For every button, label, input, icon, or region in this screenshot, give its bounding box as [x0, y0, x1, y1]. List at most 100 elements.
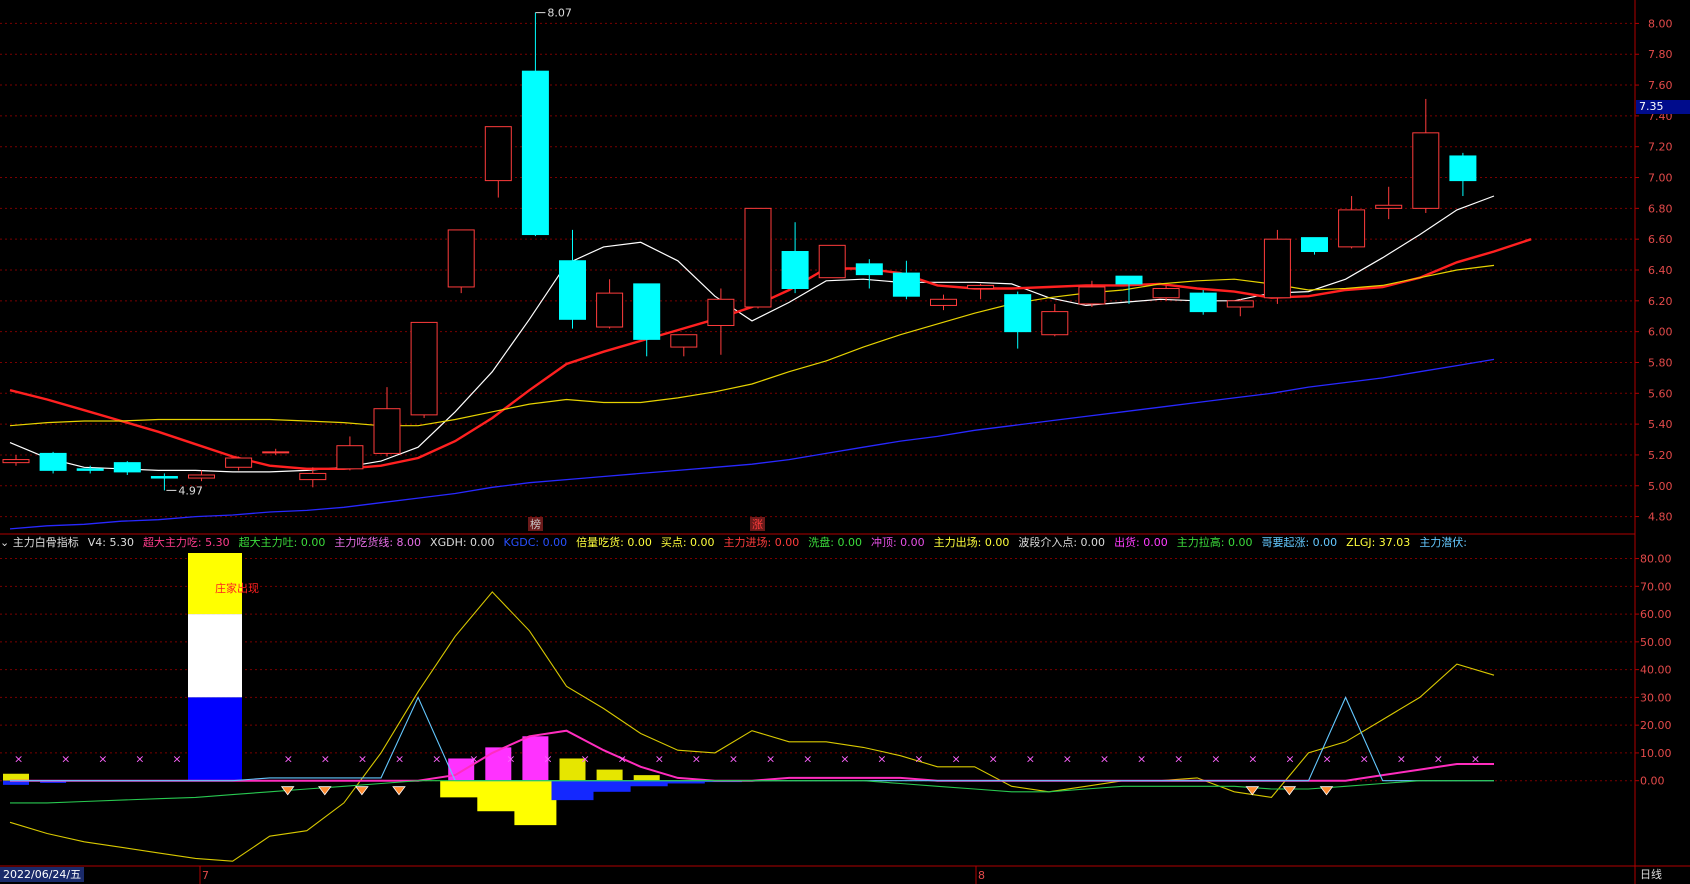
indicator-tick-label: 0.00 — [1640, 775, 1665, 788]
candle[interactable] — [1226, 299, 1254, 317]
indicator-value: 洗盘: 0.00 — [808, 536, 862, 549]
candle[interactable] — [150, 473, 178, 491]
indicator-line — [10, 780, 1494, 804]
low-price-label: 4.97 — [178, 484, 203, 497]
candle-body-down — [781, 251, 809, 289]
candle[interactable] — [818, 244, 846, 279]
candle[interactable] — [484, 126, 512, 198]
positive-bar — [522, 736, 549, 781]
candle[interactable] — [1338, 196, 1366, 249]
big-bar-blue — [188, 697, 242, 781]
candle[interactable] — [39, 451, 67, 474]
ma-line-ma5 — [9, 195, 1495, 473]
candle-body-down — [150, 476, 178, 479]
candle[interactable] — [225, 456, 253, 471]
candle-body-down — [855, 263, 883, 276]
candle-body-up — [188, 474, 215, 479]
candlestick-series[interactable]: 8.07 4.97 — [2, 7, 1477, 498]
candle[interactable] — [1301, 237, 1328, 255]
candle[interactable] — [188, 470, 215, 482]
candle-body-up — [1412, 132, 1440, 209]
candle[interactable] — [1189, 290, 1217, 315]
candle[interactable] — [76, 465, 104, 474]
marker-cross: × — [1137, 752, 1146, 765]
candle-body-down — [1189, 292, 1217, 313]
indicator-tick-label: 20.00 — [1640, 719, 1672, 732]
indicator-name[interactable]: ⌄ 主力白骨指标 — [0, 536, 79, 549]
marker-cross: × — [14, 752, 23, 765]
candle-body-down — [113, 462, 141, 473]
candle[interactable] — [1041, 303, 1069, 337]
candle[interactable] — [855, 259, 883, 289]
candle[interactable] — [373, 387, 401, 457]
candle-body-down — [521, 70, 549, 236]
marker-cross: × — [432, 752, 441, 765]
indicator-legend: ⌄ 主力白骨指标 V4: 5.30 超大主力吃: 5.30 超大主力吐: 0.00 主力… — [0, 535, 1635, 551]
indicator-value: 波段介入点: 0.00 — [1018, 536, 1106, 549]
indicator-value: XGDH: 0.00 — [430, 536, 495, 549]
candle[interactable] — [707, 288, 735, 355]
candle[interactable] — [410, 321, 438, 418]
candle[interactable] — [596, 279, 624, 329]
price-tick-label: 6.80 — [1648, 202, 1673, 215]
candle[interactable] — [930, 294, 957, 311]
marker-cross: × — [1211, 752, 1220, 765]
candle-body-down — [559, 260, 586, 320]
marker-cross: × — [506, 752, 515, 765]
candle[interactable] — [1078, 280, 1106, 307]
positive-bar — [596, 769, 623, 781]
candle-body-down — [1115, 275, 1143, 285]
candle[interactable] — [113, 461, 141, 475]
candle[interactable] — [967, 283, 995, 300]
positive-bar — [633, 775, 660, 781]
header-mark-box — [750, 517, 765, 531]
candle[interactable] — [1004, 291, 1032, 349]
candle[interactable] — [781, 222, 809, 294]
indicator-value: 主力潜伏: — [1419, 536, 1468, 549]
candle-body-up — [930, 298, 957, 306]
candle-body-up — [1078, 286, 1106, 305]
marker-cross: × — [1100, 752, 1109, 765]
candle[interactable] — [1375, 186, 1403, 220]
candle-body-up — [670, 334, 698, 348]
small-negative-bar — [596, 780, 623, 790]
candle[interactable] — [1152, 285, 1180, 301]
candle[interactable] — [521, 12, 549, 237]
indicator-value: V4: 5.30 — [87, 536, 134, 549]
candle[interactable] — [1263, 229, 1291, 304]
indicator-value: 主力拉高: 0.00 — [1176, 536, 1253, 549]
period-label[interactable]: 日线 — [1640, 868, 1662, 881]
marker-cross: × — [692, 752, 701, 765]
indicator-value: 超大主力吃: 5.30 — [142, 536, 230, 549]
candle[interactable] — [2, 454, 30, 466]
indicator-value: 冲顶: 0.00 — [870, 536, 925, 549]
price-tick-label: 7.60 — [1648, 79, 1673, 92]
candle[interactable] — [559, 229, 586, 329]
negative-bar — [477, 780, 520, 812]
candle[interactable] — [892, 260, 920, 300]
positive-bar — [485, 747, 512, 781]
small-negative-bar — [633, 780, 660, 785]
marker-cross: × — [172, 752, 181, 765]
indicator-tick-label: 40.00 — [1640, 664, 1672, 677]
candle-body-up — [1041, 311, 1069, 336]
candle[interactable] — [1449, 152, 1477, 197]
candle[interactable] — [1412, 98, 1440, 213]
candle[interactable] — [447, 229, 475, 294]
price-tick-label: 8.00 — [1648, 17, 1673, 30]
candle-body-up — [818, 244, 846, 279]
candle[interactable] — [1115, 275, 1143, 304]
candle-body-down — [892, 272, 920, 297]
candle[interactable] — [262, 448, 290, 455]
candle-body-down — [1301, 237, 1328, 253]
candle[interactable] — [299, 467, 327, 488]
candle-body-up — [1263, 238, 1291, 299]
marker-cross: × — [135, 752, 144, 765]
month-label: 7 — [202, 869, 209, 882]
current-price-tag: 7.35 — [1636, 100, 1690, 114]
candle[interactable] — [670, 334, 698, 357]
candle[interactable] — [633, 283, 661, 357]
candle[interactable] — [336, 436, 364, 471]
candle[interactable] — [744, 207, 772, 309]
